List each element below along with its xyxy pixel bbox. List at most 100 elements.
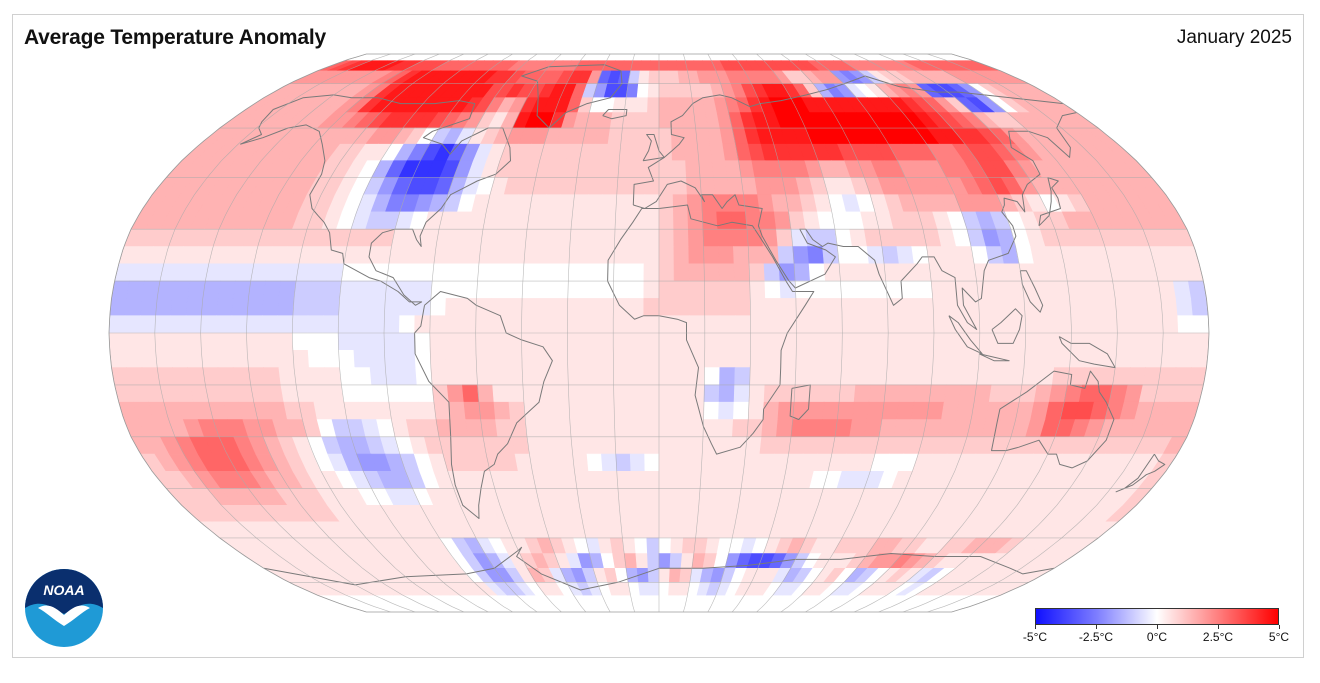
- anomaly-cell: [170, 298, 188, 317]
- anomaly-cell: [646, 537, 660, 554]
- anomaly-cell: [807, 246, 825, 265]
- anomaly-cell: [704, 298, 721, 317]
- anomaly-cell: [341, 263, 360, 282]
- anomaly-cell: [658, 471, 674, 489]
- legend-colorbar: [1035, 608, 1279, 625]
- anomaly-cell: [582, 315, 599, 334]
- anomaly-cell: [629, 436, 645, 455]
- anomaly-cell: [773, 436, 792, 455]
- anomaly-cell: [552, 367, 569, 386]
- anomaly-cell: [673, 228, 690, 247]
- anomaly-cell: [841, 315, 858, 334]
- anomaly-cell: [445, 349, 462, 368]
- anomaly-cell: [246, 315, 263, 334]
- anomaly-cell: [868, 384, 887, 403]
- anomaly-cell: [1008, 349, 1026, 368]
- anomaly-cell: [629, 211, 645, 230]
- anomaly-cell: [978, 298, 995, 317]
- anomaly-cell: [729, 453, 746, 472]
- anomaly-cell: [1101, 332, 1118, 351]
- anomaly-cell: [671, 143, 686, 161]
- anomaly-cell: [672, 453, 689, 472]
- anomaly-cell: [643, 280, 660, 299]
- anomaly-cell: [635, 553, 649, 569]
- anomaly-cell: [507, 263, 525, 282]
- anomaly-cell: [765, 349, 782, 368]
- anomaly-cell: [600, 211, 617, 230]
- anomaly-cell: [658, 228, 675, 247]
- anomaly-cell: [628, 384, 645, 403]
- anomaly-cell: [1097, 367, 1116, 386]
- anomaly-cell: [841, 349, 858, 368]
- anomaly-cell: [793, 263, 811, 282]
- anomaly-cell: [582, 367, 599, 386]
- anomaly-cell: [702, 228, 719, 247]
- anomaly-cell: [246, 332, 263, 351]
- anomaly-cell: [668, 83, 682, 98]
- anomaly-cell: [603, 488, 620, 506]
- anomaly-cell: [445, 367, 463, 386]
- anomaly-cell: [764, 367, 781, 386]
- anomaly-cell: [629, 453, 646, 472]
- anomaly-cell: [293, 367, 312, 386]
- anomaly-cell: [1145, 349, 1163, 368]
- anomaly-cell: [684, 505, 700, 523]
- anomaly-cell: [918, 315, 935, 334]
- anomaly-cell: [521, 315, 538, 334]
- anomaly-cell: [337, 315, 355, 334]
- anomaly-cell: [322, 315, 339, 334]
- anomaly-cell: [598, 263, 615, 282]
- anomaly-cell: [612, 97, 627, 113]
- anomaly-cell: [1069, 298, 1087, 317]
- anomaly-cell: [169, 315, 187, 334]
- anomaly-cell: [602, 471, 619, 489]
- anomaly-cell: [541, 436, 559, 455]
- anomaly-cell: [747, 401, 765, 420]
- anomaly-cell: [1157, 367, 1177, 386]
- anomaly-cell: [172, 280, 191, 299]
- anomaly-cell: [658, 70, 670, 84]
- anomaly-cell: [567, 315, 584, 334]
- anomaly-cell: [963, 315, 981, 334]
- anomaly-cell: [450, 419, 469, 438]
- anomaly-cell: [324, 280, 342, 299]
- coastline: [1038, 177, 1061, 227]
- anomaly-cell: [733, 263, 751, 282]
- anomaly-cell: [597, 367, 614, 386]
- anomaly-cell: [628, 246, 645, 265]
- anomaly-cell: [612, 332, 629, 351]
- anomaly-cell: [628, 298, 645, 317]
- anomaly-cell: [633, 127, 648, 145]
- anomaly-cell: [926, 246, 945, 265]
- anomaly-cell: [644, 436, 660, 455]
- anomaly-cell: [643, 298, 660, 317]
- anomaly-cell: [918, 332, 935, 351]
- anomaly-cell: [780, 349, 797, 368]
- anomaly-cell: [811, 315, 828, 334]
- anomaly-cell: [643, 228, 660, 247]
- anomaly-cell: [536, 332, 553, 351]
- anomaly-cell: [826, 332, 843, 351]
- anomaly-cell: [673, 401, 690, 420]
- anomaly-cell: [790, 419, 808, 438]
- anomaly-cell: [749, 349, 767, 368]
- anomaly-cell: [631, 160, 647, 178]
- anomaly-cell: [643, 246, 660, 265]
- anomaly-cell: [841, 332, 858, 351]
- legend-tick-mark: [1157, 625, 1158, 629]
- anomaly-cell: [293, 280, 312, 299]
- anomaly-cell: [463, 246, 481, 265]
- anomaly-cell: [958, 263, 977, 282]
- anomaly-cell: [930, 280, 949, 299]
- anomaly-cell: [497, 211, 516, 230]
- anomaly-cell: [444, 315, 461, 334]
- anomaly-cell: [341, 384, 360, 403]
- anomaly-cell: [776, 419, 794, 438]
- anomaly-cell: [601, 453, 618, 472]
- anomaly-cell: [672, 471, 688, 489]
- coastline: [642, 134, 665, 162]
- anomaly-cell: [1114, 349, 1133, 368]
- anomaly-cell: [230, 332, 248, 351]
- anomaly-cell: [141, 280, 161, 299]
